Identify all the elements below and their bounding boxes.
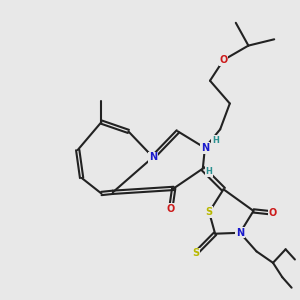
Text: N: N xyxy=(149,152,157,162)
Text: O: O xyxy=(167,204,175,214)
Text: H: H xyxy=(212,136,219,145)
Text: S: S xyxy=(192,248,199,259)
Text: O: O xyxy=(269,208,277,218)
Text: H: H xyxy=(205,167,212,176)
Text: O: O xyxy=(219,55,228,65)
Text: S: S xyxy=(206,207,213,217)
Text: N: N xyxy=(236,228,244,238)
Text: N: N xyxy=(201,143,209,153)
